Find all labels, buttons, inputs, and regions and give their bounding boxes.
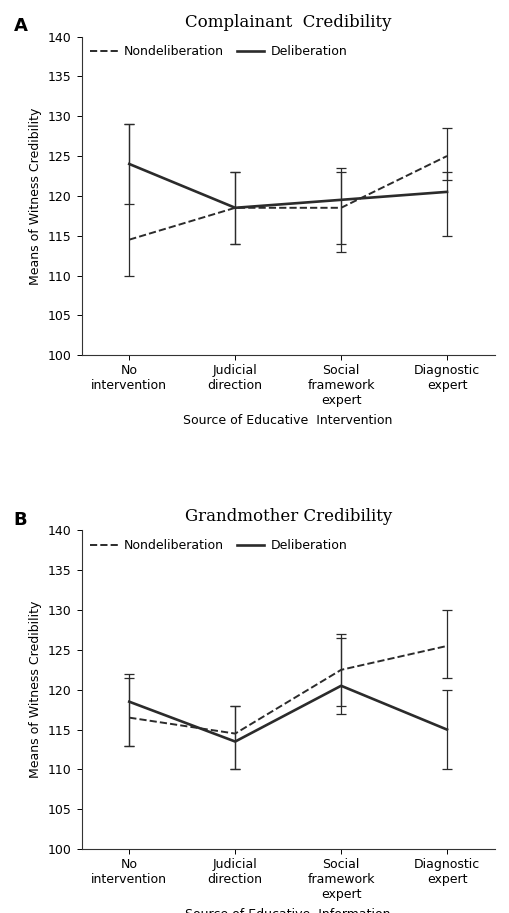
Line: Nondeliberation: Nondeliberation [129, 646, 446, 733]
Deliberation [337, 194, 344, 205]
Nondeliberation [443, 151, 449, 162]
Nondeliberation [232, 203, 238, 214]
X-axis label: Source of Educative  Information: Source of Educative Information [185, 908, 390, 913]
Nondeliberation [443, 641, 449, 652]
Deliberation [126, 159, 132, 170]
Y-axis label: Means of Witness Credibility: Means of Witness Credibility [30, 601, 42, 779]
Text: B: B [13, 511, 27, 530]
Nondeliberation [232, 728, 238, 739]
Legend: Nondeliberation, Deliberation: Nondeliberation, Deliberation [85, 534, 351, 557]
Text: A: A [13, 17, 27, 36]
X-axis label: Source of Educative  Intervention: Source of Educative Intervention [183, 415, 392, 427]
Nondeliberation [337, 665, 344, 676]
Title: Complainant  Credibility: Complainant Credibility [185, 14, 390, 31]
Nondeliberation [337, 203, 344, 214]
Deliberation [337, 680, 344, 691]
Deliberation [232, 736, 238, 747]
Line: Deliberation: Deliberation [129, 686, 446, 741]
Deliberation [126, 697, 132, 708]
Deliberation [443, 724, 449, 735]
Nondeliberation [126, 712, 132, 723]
Legend: Nondeliberation, Deliberation: Nondeliberation, Deliberation [85, 40, 351, 63]
Deliberation [232, 203, 238, 214]
Y-axis label: Means of Witness Credibility: Means of Witness Credibility [30, 107, 42, 285]
Line: Nondeliberation: Nondeliberation [129, 156, 446, 240]
Deliberation [443, 186, 449, 197]
Nondeliberation [126, 235, 132, 246]
Line: Deliberation: Deliberation [129, 164, 446, 208]
Title: Grandmother Credibility: Grandmother Credibility [184, 508, 391, 525]
